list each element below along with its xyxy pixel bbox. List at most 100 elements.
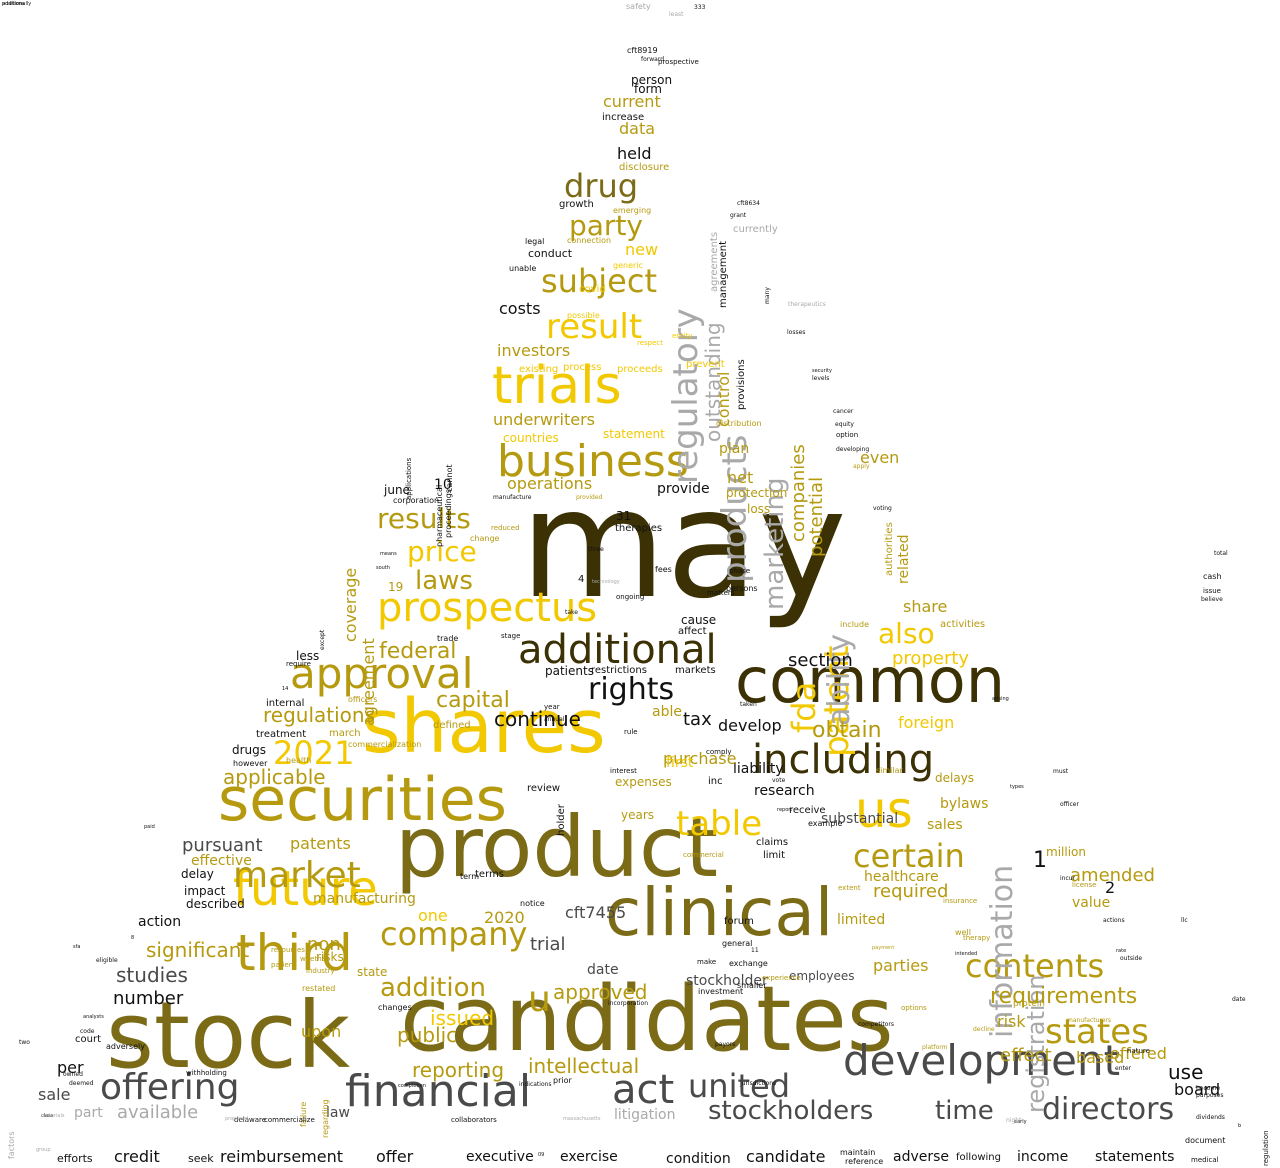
word-prior: prior [553, 1076, 572, 1085]
word-types: types [1010, 784, 1024, 790]
word-outside: outside [1120, 955, 1143, 962]
word-year: year [544, 703, 560, 711]
word-delay: delay [181, 867, 214, 881]
word-cause: cause [681, 613, 717, 627]
word-limited: limited [837, 912, 886, 928]
word-candidate: candidate [746, 1147, 826, 1166]
word-plan: plan [719, 441, 750, 457]
word-unable: unable [509, 264, 537, 273]
word-rights: rights [588, 672, 675, 707]
word-night: night [1006, 1117, 1022, 1124]
word-many: many [764, 287, 771, 305]
word-security: security [812, 368, 832, 374]
word-rate: rate [1116, 948, 1127, 954]
word-effective: effective [191, 853, 252, 869]
word-one: one [418, 906, 448, 925]
word-materials: materials [41, 1113, 65, 1119]
word-sale: sale [38, 1085, 71, 1104]
word-option: option [836, 431, 859, 439]
word-u: u [528, 979, 551, 1020]
word-growth: growth [559, 199, 594, 210]
word-ability: ability [822, 634, 857, 726]
word-except: except [319, 629, 326, 650]
word-required: required [873, 881, 949, 902]
word-eligible: eligible [96, 957, 118, 964]
word-corporation: corporation [393, 496, 440, 505]
word-regarding: regarding [321, 1099, 330, 1139]
word-including: including [752, 737, 935, 783]
word-cannot: cannot [445, 464, 454, 492]
word-annual: annual [544, 716, 565, 723]
word-completion: completion [398, 1083, 426, 1089]
word-entity: entity [672, 332, 693, 340]
word-business: business [497, 436, 689, 487]
word-state: state [357, 965, 388, 979]
word-therapy: therapy [963, 934, 991, 942]
word-4: 4 [578, 574, 585, 585]
word-prospective: prospective [658, 58, 699, 66]
word-change: change [470, 534, 500, 543]
word-first: first [666, 755, 694, 771]
word-june: june [384, 483, 410, 497]
word-table: table [676, 804, 763, 844]
word-sfa: sfa [73, 944, 81, 950]
word-foreign: foreign [898, 713, 955, 732]
word-march: march [329, 728, 361, 739]
word-decline: decline [973, 1026, 995, 1033]
word-trials: trials [492, 356, 622, 416]
word-reporting: reporting [412, 1058, 505, 1082]
word-company: company [380, 915, 528, 953]
word-technology: technology [592, 579, 620, 585]
word-court: court [75, 1034, 101, 1045]
word-increase: increase [602, 112, 645, 123]
word-agreement: agreement [359, 638, 378, 727]
word-commercialization: commercialization [348, 740, 422, 749]
word-smaller: smaller [737, 981, 767, 990]
word-limit: limit [763, 850, 785, 861]
word-million: million [1046, 845, 1086, 859]
word-time: time [935, 1096, 994, 1126]
word-tax: tax [683, 709, 712, 730]
word-affect: affect [678, 626, 707, 637]
word-stage: stage [501, 632, 521, 640]
word-whether: whether [300, 955, 329, 963]
word-reduced: reduced [491, 524, 520, 532]
word-safety: safety [626, 2, 651, 11]
word-value: value [1072, 895, 1111, 911]
word-reference: reference [845, 1157, 884, 1166]
word-capital: capital [436, 688, 510, 713]
word-equity: equity [835, 421, 854, 428]
word-even: even [860, 448, 900, 467]
word-use: use [1168, 1060, 1204, 1084]
word-payment: payment [872, 945, 895, 951]
word-protein: protein [1013, 999, 1045, 1009]
word-income: income [1017, 1149, 1069, 1165]
word-incorporation: incorporation [608, 1000, 649, 1007]
word-intellectual: intellectual [528, 1054, 640, 1078]
word-manufacturing: manufacturing [313, 891, 416, 907]
word-cancer: cancer [833, 408, 854, 415]
word-holder: holder [556, 804, 567, 836]
word-include: include [840, 620, 869, 629]
word-paid: paid [144, 824, 155, 830]
word-similar: similar [876, 766, 903, 775]
word-however: however [233, 759, 268, 768]
word-markets: markets [675, 665, 716, 676]
word-studies: studies [116, 963, 188, 987]
word-section: section [788, 650, 853, 671]
word-operations: operations [507, 474, 593, 493]
word-11: 11 [751, 947, 759, 954]
word-part: part [74, 1105, 103, 1121]
word-research: research [754, 783, 815, 799]
word-8: 8 [131, 935, 135, 941]
word-applicable: applicable [223, 765, 326, 789]
word-less: less [296, 649, 320, 663]
word-risks: risks [316, 950, 344, 964]
word-action: action [138, 914, 182, 930]
word-public: public [397, 1023, 458, 1047]
word-additional: additional [518, 627, 717, 673]
word-certain: certain [853, 837, 965, 875]
word-withholding: withholding [186, 1069, 227, 1077]
word-options: options [901, 1004, 927, 1012]
